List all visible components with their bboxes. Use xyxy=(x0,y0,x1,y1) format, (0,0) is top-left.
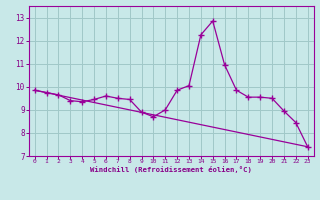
X-axis label: Windchill (Refroidissement éolien,°C): Windchill (Refroidissement éolien,°C) xyxy=(90,166,252,173)
